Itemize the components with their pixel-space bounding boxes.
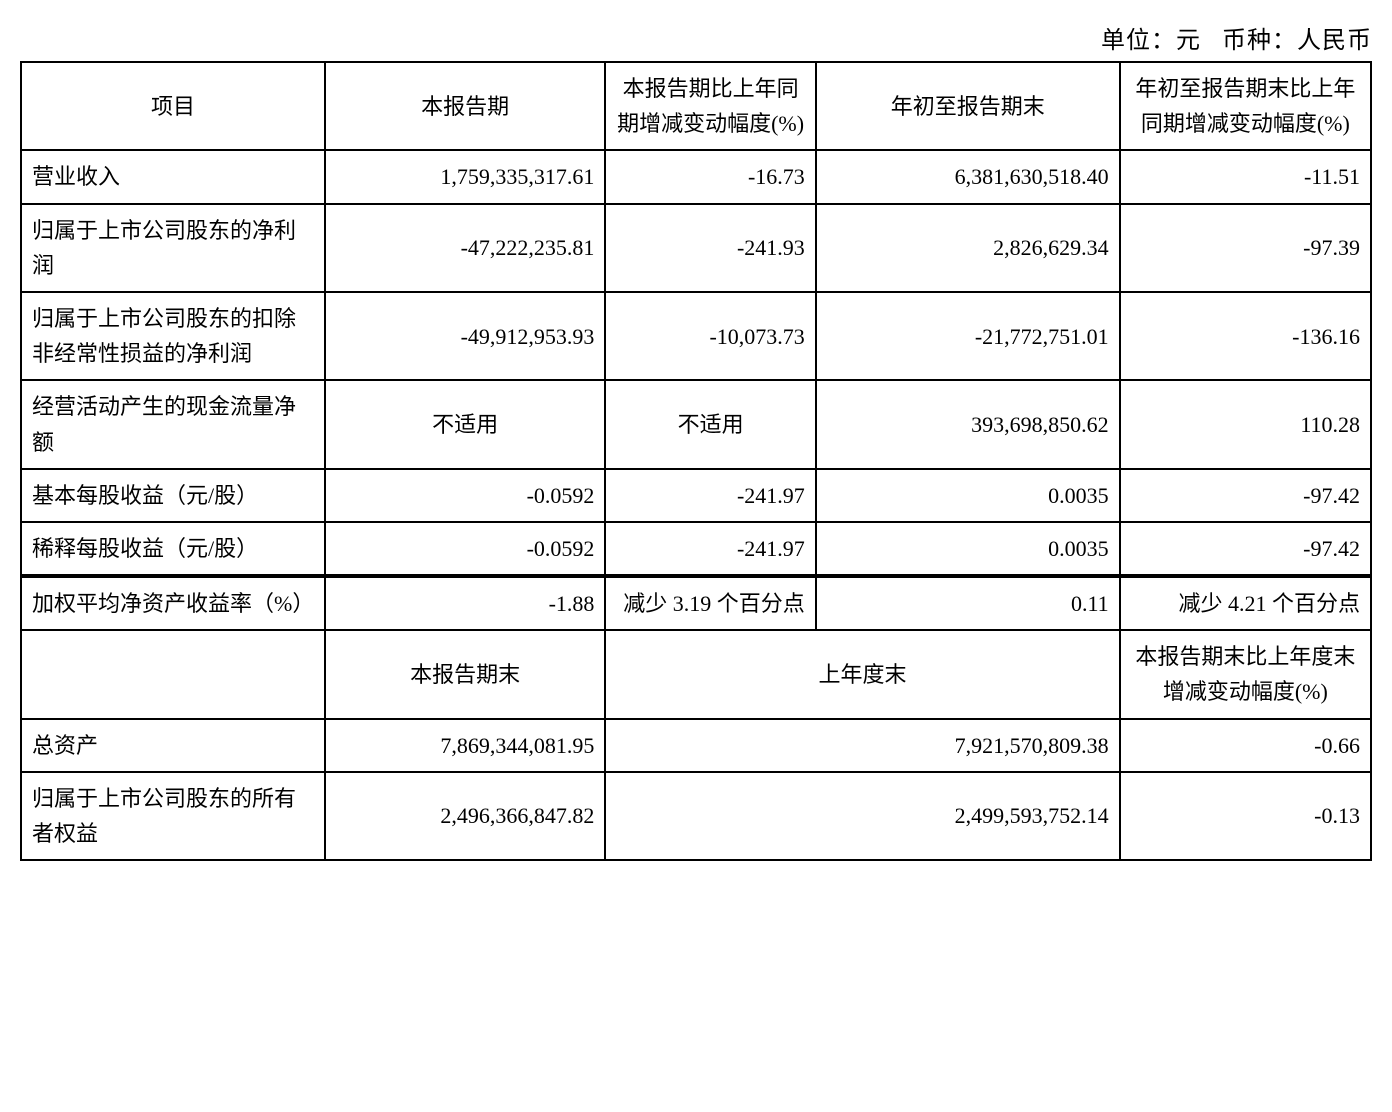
row-col-c: 0.0035: [816, 522, 1120, 576]
roe-a: -1.88: [325, 576, 606, 630]
row-col-d: -97.42: [1120, 522, 1371, 576]
header-row-1: 项目 本报告期 本报告期比上年同期增减变动幅度(%) 年初至报告期末 年初至报告…: [21, 62, 1371, 150]
row-col-c: 7,921,570,809.38: [605, 719, 1119, 772]
row-col-d: -11.51: [1120, 150, 1371, 203]
roe-row: 加权平均净资产收益率（%） -1.88 减少 3.19 个百分点 0.11 减少…: [21, 576, 1371, 630]
row-col-a: -49,912,953.93: [325, 292, 606, 380]
row-item: 归属于上市公司股东的所有者权益: [21, 772, 325, 860]
row-item: 稀释每股收益（元/股）: [21, 522, 325, 576]
table-row: 归属于上市公司股东的扣除非经常性损益的净利润-49,912,953.93-10,…: [21, 292, 1371, 380]
row-col-d: -0.13: [1120, 772, 1371, 860]
row-item: 归属于上市公司股东的扣除非经常性损益的净利润: [21, 292, 325, 380]
row-col-a: -47,222,235.81: [325, 204, 606, 292]
row-item: 基本每股收益（元/股）: [21, 469, 325, 522]
row-col-b: -10,073.73: [605, 292, 815, 380]
roe-item: 加权平均净资产收益率（%）: [21, 576, 325, 630]
row-col-b: -241.93: [605, 204, 815, 292]
row-col-c: 2,499,593,752.14: [605, 772, 1119, 860]
row-col-a: -0.0592: [325, 469, 606, 522]
table-caption: 单位：元 币种：人民币: [20, 20, 1372, 55]
row-col-d: -97.39: [1120, 204, 1371, 292]
table-row: 营业收入1,759,335,317.61-16.736,381,630,518.…: [21, 150, 1371, 203]
hdr2-item-blank: [21, 630, 325, 718]
row-col-c: 0.0035: [816, 469, 1120, 522]
row-item: 归属于上市公司股东的净利润: [21, 204, 325, 292]
roe-d: 减少 4.21 个百分点: [1120, 576, 1371, 630]
row-col-a: 2,496,366,847.82: [325, 772, 606, 860]
row-col-c: -21,772,751.01: [816, 292, 1120, 380]
table-row: 经营活动产生的现金流量净额不适用不适用393,698,850.62110.28: [21, 380, 1371, 468]
financial-table: 项目 本报告期 本报告期比上年同期增减变动幅度(%) 年初至报告期末 年初至报告…: [20, 61, 1372, 861]
row-col-b: -16.73: [605, 150, 815, 203]
row-col-d: -136.16: [1120, 292, 1371, 380]
hdr2-col-d: 本报告期末比上年度末增减变动幅度(%): [1120, 630, 1371, 718]
table-row: 稀释每股收益（元/股）-0.0592-241.970.0035-97.42: [21, 522, 1371, 576]
row-col-a: 7,869,344,081.95: [325, 719, 606, 772]
row-col-a: 不适用: [325, 380, 606, 468]
row-col-a: 1,759,335,317.61: [325, 150, 606, 203]
row-col-c: 2,826,629.34: [816, 204, 1120, 292]
unit-label: 单位：元: [1101, 28, 1201, 54]
table-row: 基本每股收益（元/股）-0.0592-241.970.0035-97.42: [21, 469, 1371, 522]
row-col-d: -0.66: [1120, 719, 1371, 772]
table-row: 归属于上市公司股东的净利润-47,222,235.81-241.932,826,…: [21, 204, 1371, 292]
hdr-item: 项目: [21, 62, 325, 150]
row-col-b: -241.97: [605, 522, 815, 576]
currency-label: 币种：人民币: [1222, 28, 1372, 54]
hdr-col-a: 本报告期: [325, 62, 606, 150]
row-col-c: 6,381,630,518.40: [816, 150, 1120, 203]
hdr2-col-c: 上年度末: [605, 630, 1119, 718]
row-col-d: -97.42: [1120, 469, 1371, 522]
table-row: 总资产7,869,344,081.957,921,570,809.38-0.66: [21, 719, 1371, 772]
hdr2-col-a: 本报告期末: [325, 630, 606, 718]
row-item: 营业收入: [21, 150, 325, 203]
row-col-a: -0.0592: [325, 522, 606, 576]
row-col-b: -241.97: [605, 469, 815, 522]
row-item: 经营活动产生的现金流量净额: [21, 380, 325, 468]
hdr-col-d: 年初至报告期末比上年同期增减变动幅度(%): [1120, 62, 1371, 150]
row-item: 总资产: [21, 719, 325, 772]
hdr-col-b: 本报告期比上年同期增减变动幅度(%): [605, 62, 815, 150]
row-col-b: 不适用: [605, 380, 815, 468]
header-row-2: 本报告期末 上年度末 本报告期末比上年度末增减变动幅度(%): [21, 630, 1371, 718]
row-col-d: 110.28: [1120, 380, 1371, 468]
row-col-c: 393,698,850.62: [816, 380, 1120, 468]
table-row: 归属于上市公司股东的所有者权益2,496,366,847.822,499,593…: [21, 772, 1371, 860]
roe-c: 0.11: [816, 576, 1120, 630]
hdr-col-c: 年初至报告期末: [816, 62, 1120, 150]
roe-b: 减少 3.19 个百分点: [605, 576, 815, 630]
